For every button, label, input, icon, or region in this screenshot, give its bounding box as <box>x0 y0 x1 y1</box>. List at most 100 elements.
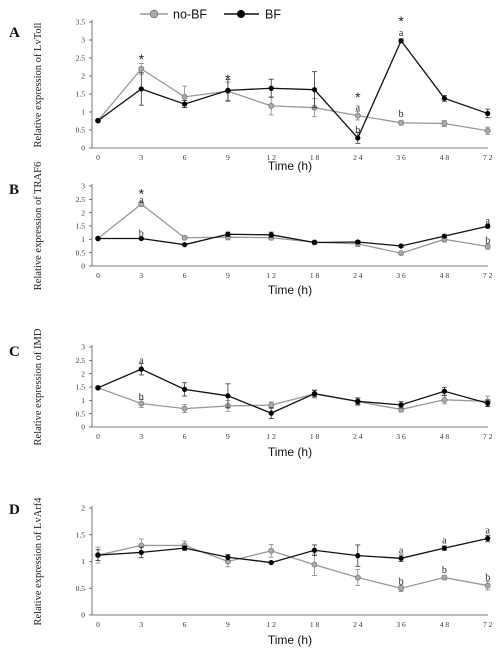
series-line-c-no-bf <box>97 387 488 411</box>
y-tick-label-b-3: 1.5 <box>76 222 86 231</box>
x-tick-label-c-1: 3 <box>139 432 143 441</box>
series-line-d-bf <box>97 537 488 564</box>
y-tick-label-b-1: 0.5 <box>76 248 86 257</box>
x-tick-label-d-9: 7 2 <box>483 620 493 629</box>
series-line-a-bf <box>97 39 488 140</box>
x-tick-label-b-9: 7 2 <box>483 271 493 280</box>
x-axis-label-c: Time (h) <box>268 445 312 459</box>
x-tick-label-d-0: 0 <box>96 620 100 629</box>
x-tick-label-a-5: 1 8 <box>310 153 320 162</box>
series-line-a-no-bf <box>97 67 488 132</box>
data-point-c-bf-6 <box>355 398 361 404</box>
y-tick-label-c-4: 2 <box>81 369 85 378</box>
y-tick-label-c-0: 0 <box>81 423 85 432</box>
data-point-c-bf-3 <box>225 393 231 399</box>
annotation-a-7: b <box>399 109 404 120</box>
x-tick-label-c-6: 2 4 <box>353 432 363 441</box>
data-point-c-bf-1 <box>138 366 144 372</box>
data-point-b-bf-4 <box>268 232 274 238</box>
y-tick-label-a-0: 0 <box>81 144 85 153</box>
data-point-d-bf-0 <box>95 552 101 558</box>
x-tick-label-b-3: 9 <box>226 271 230 280</box>
legend-item-bf: BF <box>224 8 281 22</box>
data-point-a-bf-9 <box>485 110 491 117</box>
legend-marker-bf <box>237 10 245 18</box>
panel-label-a: A <box>9 25 20 41</box>
y-tick-label-d-2: 1 <box>81 557 85 566</box>
annotation-a-3: a <box>356 103 361 114</box>
data-point-d-bf-1 <box>138 549 144 556</box>
data-point-c-no-bf-4 <box>268 402 275 409</box>
data-point-a-no-bf-4 <box>268 102 275 109</box>
panel-b: B Relative expression of TRAF6 Time (h) … <box>9 162 493 297</box>
x-tick-label-b-2: 6 <box>183 271 187 280</box>
data-point-d-no-bf-5 <box>311 561 318 568</box>
data-point-a-bf-6 <box>355 135 361 141</box>
data-point-d-bf-8 <box>441 545 447 551</box>
x-tick-label-c-9: 7 2 <box>483 432 493 441</box>
data-point-c-no-bf-2 <box>181 405 188 412</box>
y-tick-label-c-2: 1 <box>81 396 85 405</box>
data-point-a-no-bf-2 <box>181 93 188 100</box>
x-tick-label-a-1: 3 <box>139 153 143 162</box>
data-point-d-bf-3 <box>225 554 231 560</box>
x-axis-label-a: Time (h) <box>268 159 312 173</box>
data-point-a-bf-3 <box>225 87 231 93</box>
annotation-b-4: b <box>485 236 490 247</box>
data-point-d-no-bf-7 <box>398 585 405 592</box>
y-tick-label-b-2: 1 <box>81 235 85 244</box>
data-point-b-bf-1 <box>138 235 144 242</box>
data-point-c-bf-2 <box>182 386 188 392</box>
data-point-c-no-bf-1 <box>138 400 145 407</box>
x-tick-label-a-9: 7 2 <box>483 153 493 162</box>
y-tick-label-b-6: 3 <box>81 182 85 191</box>
x-tick-label-b-7: 3 6 <box>396 271 406 280</box>
x-tick-label-c-5: 1 8 <box>310 432 320 441</box>
data-point-b-bf-6 <box>355 239 361 245</box>
x-tick-label-d-3: 9 <box>226 620 230 629</box>
legend-label-no-bf: no-BF <box>173 8 207 22</box>
data-point-d-bf-5 <box>311 547 318 553</box>
data-point-b-no-bf-1 <box>138 201 145 208</box>
data-point-a-bf-4 <box>268 85 274 91</box>
x-tick-label-d-7: 3 6 <box>396 620 406 629</box>
data-point-b-bf-7 <box>398 243 404 249</box>
y-axis-label-b: Relative expression of TRAF6 <box>33 162 44 290</box>
x-tick-label-c-7: 3 6 <box>396 432 406 441</box>
y-tick-label-c-3: 1.5 <box>76 383 86 392</box>
y-axis-label-c: Relative expression of IMD <box>33 328 44 445</box>
x-tick-label-d-6: 2 4 <box>353 620 363 629</box>
annotation-d-1: b <box>399 576 404 587</box>
annotation-b-3: a <box>485 216 490 227</box>
data-point-a-no-bf-7 <box>398 119 405 126</box>
annotation-a-5: * <box>398 13 404 29</box>
x-tick-label-a-6: 2 4 <box>353 153 363 162</box>
data-point-c-bf-4 <box>268 410 274 416</box>
panel-label-c: C <box>9 344 20 360</box>
data-point-c-no-bf-8 <box>441 396 448 403</box>
panel-label-d: D <box>9 502 20 518</box>
y-tick-label-a-7: 3.5 <box>76 18 86 27</box>
data-point-b-bf-0 <box>95 235 101 242</box>
x-tick-label-b-6: 2 4 <box>353 271 363 280</box>
data-point-a-bf-2 <box>182 101 188 107</box>
series-line-d-no-bf <box>97 544 488 589</box>
annotation-a-4: b <box>355 125 360 136</box>
y-tick-label-b-5: 2.5 <box>76 195 86 204</box>
y-tick-label-a-3: 1.5 <box>76 90 86 99</box>
data-point-a-no-bf-8 <box>441 120 448 127</box>
legend-label-bf: BF <box>265 8 281 22</box>
x-tick-label-c-8: 4 8 <box>440 432 450 441</box>
data-point-d-no-bf-6 <box>354 574 361 581</box>
y-tick-label-a-6: 3 <box>81 36 85 45</box>
y-axis-label-a: Relative expression of LvToll <box>33 22 44 147</box>
series-line-b-no-bf <box>97 203 488 254</box>
annotation-b-1: a <box>139 195 144 206</box>
x-tick-label-b-5: 1 8 <box>310 271 320 280</box>
x-axis-label-d: Time (h) <box>268 633 312 647</box>
annotation-a-1: * <box>225 71 231 87</box>
data-point-d-no-bf-4 <box>268 547 275 554</box>
y-tick-label-d-0: 0 <box>81 611 85 620</box>
data-point-a-bf-7 <box>398 38 404 44</box>
